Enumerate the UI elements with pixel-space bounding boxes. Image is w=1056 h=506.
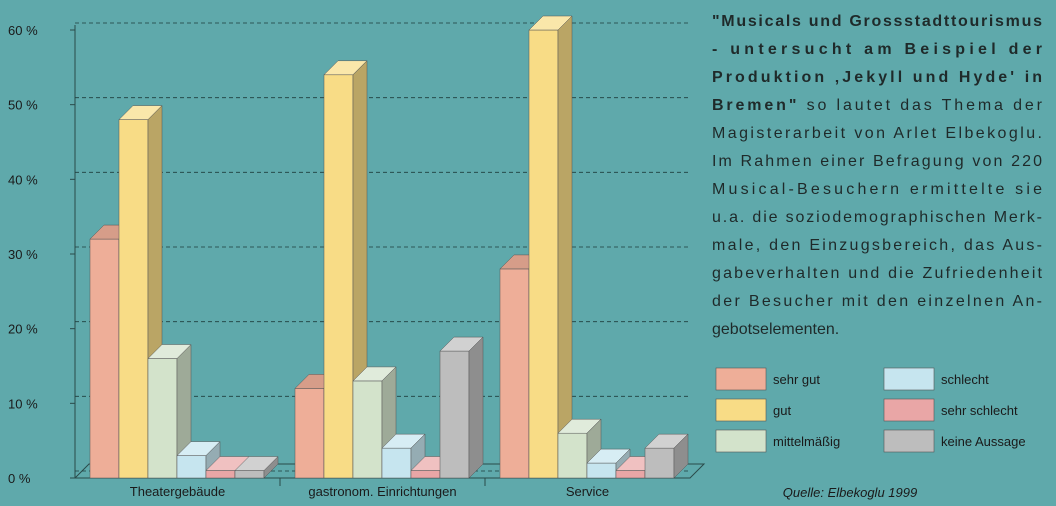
source: Quelle: Elbekoglu 1999: [783, 485, 917, 500]
bar-front: [586, 462, 617, 479]
description-line: gabeverhalten und die Zufriedenheit: [712, 265, 1043, 282]
bar-front: [528, 29, 559, 479]
bold-text: Produktion ‚Jekyll und Hyde' in: [712, 69, 1042, 86]
description-line: Im Rahmen einer Befragung von 220: [712, 153, 1042, 170]
legend-swatch: [715, 429, 767, 453]
legend-label: keine Aussage: [941, 434, 1026, 449]
bar-front: [89, 238, 120, 479]
bar: [234, 455, 279, 479]
bar: [528, 15, 573, 479]
description-line: der Besucher mit den einzelnen An-: [712, 293, 1042, 310]
bar-front: [294, 388, 325, 479]
y-tick-label: 40 %: [8, 172, 38, 187]
bar-front: [439, 350, 470, 479]
bold-text: - untersucht am Beispiel der: [712, 41, 1042, 58]
legend-label: mittelmäßig: [773, 434, 840, 449]
y-tick-label: 0 %: [8, 471, 31, 486]
legend-label: sehr schlecht: [941, 403, 1018, 418]
bar-front: [205, 470, 236, 479]
description-line: Produktion ‚Jekyll und Hyde' in: [712, 69, 1042, 86]
bar-front: [381, 447, 412, 479]
description-line: male, den Einzugsbereich, das Aus-: [712, 237, 1042, 254]
bold-text: Bremen": [712, 97, 796, 114]
x-tick-label: gastronom. Einrichtungen: [308, 484, 456, 499]
x-tick-label: Service: [566, 484, 609, 499]
legend-swatch: [715, 367, 767, 391]
description-line: u.a. die soziodemographischen Merk-: [712, 209, 1042, 226]
description-line: Bremen" so lautet das Thema der: [712, 97, 1043, 114]
y-tick-label: 30 %: [8, 247, 38, 262]
bar: [352, 366, 397, 479]
bar-front: [352, 380, 383, 479]
bar-front: [499, 268, 530, 479]
legend-label: gut: [773, 403, 791, 418]
bar-front: [234, 470, 265, 479]
legend-swatch: [883, 429, 935, 453]
bar: [644, 433, 689, 479]
bar: [323, 60, 368, 479]
y-tick-label: 60 %: [8, 23, 38, 38]
y-tick-label: 10 %: [8, 396, 38, 411]
bar-front: [147, 358, 178, 479]
bar-side: [557, 15, 573, 479]
bar-side: [673, 433, 689, 479]
bar-front: [410, 470, 441, 479]
y-tick-label: 20 %: [8, 322, 38, 337]
bar-front: [323, 74, 354, 479]
description-line: "Musicals und Grossstadttourismus: [712, 13, 1042, 30]
bar-front: [557, 432, 588, 479]
bar: [439, 336, 484, 479]
legend-swatch: [883, 398, 935, 422]
bar-front: [615, 470, 646, 479]
description-line: Magisterarbeit von Arlet Elbekoglu.: [712, 125, 1042, 142]
bar: [586, 448, 631, 479]
description-line: - untersucht am Beispiel der: [712, 41, 1042, 58]
bar-side: [263, 455, 279, 479]
description: "Musicals und Grossstadttourismus - unter…: [712, 13, 1043, 338]
description-line: Musical-Besuchern ermittelte sie: [712, 181, 1042, 198]
legend-swatch: [715, 398, 767, 422]
text: so lautet das Thema der: [799, 97, 1042, 114]
bar-side: [468, 336, 484, 479]
bold-text: "Musicals und Grossstadttourismus: [712, 13, 1042, 30]
bar-front: [118, 119, 149, 479]
legend-swatch: [883, 367, 935, 391]
description-line: gebotselementen.: [712, 321, 839, 338]
x-tick-label: Theatergebäude: [130, 484, 225, 499]
legend-label: sehr gut: [773, 372, 820, 387]
bar-front: [644, 447, 675, 479]
y-tick-label: 50 %: [8, 98, 38, 113]
legend-label: schlecht: [941, 372, 989, 387]
bar: [147, 343, 192, 479]
bar-front: [176, 455, 207, 479]
